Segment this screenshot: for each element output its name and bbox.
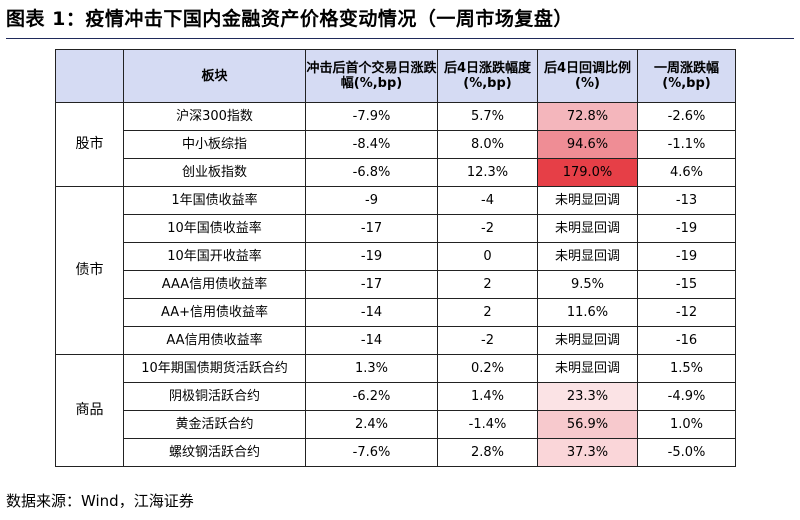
cell-week: -5.0% xyxy=(637,438,736,467)
group-label: 债市 xyxy=(55,186,124,355)
header-week: 一周涨跌幅(%,bp) xyxy=(637,49,736,103)
cell-4day: -4 xyxy=(437,186,538,215)
group-label: 股市 xyxy=(55,102,124,187)
cell-4day: 2 xyxy=(437,298,538,327)
table-row: 股市 沪深300指数 -7.9% 5.7% 72.8% -2.6% xyxy=(55,102,736,187)
table-body: 股市 沪深300指数 -7.9% 5.7% 72.8% -2.6% 中小板综指 -8.4% 8.… xyxy=(55,102,736,467)
cell-recover: 未明显回调 xyxy=(537,214,638,243)
cell-first-day: -6.2% xyxy=(305,382,438,411)
cell-4day: -2 xyxy=(437,326,538,355)
cell-recover: 未明显回调 xyxy=(537,242,638,271)
cell-recover: 56.9% xyxy=(537,410,638,439)
cell-week: -13 xyxy=(637,186,736,215)
cell-4day: 12.3% xyxy=(437,158,538,187)
cell-week: -1.1% xyxy=(637,130,736,159)
cell-4day: 0.2% xyxy=(437,354,538,383)
cell-recover: 未明显回调 xyxy=(537,186,638,215)
table-row: 10年国债收益率 -17 -2 未明显回调 -19 xyxy=(56,214,736,243)
cell-week: -15 xyxy=(637,270,736,299)
cell-week: -19 xyxy=(637,214,736,243)
cell-item: 10年国债收益率 xyxy=(123,214,306,243)
cell-week: -19 xyxy=(637,242,736,271)
table-row: 商品 10年期国债期货活跃合约 1.3% 0.2% 未明显回调 1.5% xyxy=(55,354,736,467)
cell-week: -2.6% xyxy=(637,102,736,131)
cell-item: AA信用债收益率 xyxy=(123,326,306,355)
header-empty xyxy=(55,49,124,103)
cell-week: 1.0% xyxy=(637,410,736,439)
cell-week: 1.5% xyxy=(637,354,736,383)
cell-first-day: -14 xyxy=(305,326,438,355)
cell-4day: 1.4% xyxy=(437,382,538,411)
cell-item: 创业板指数 xyxy=(123,158,306,187)
title-divider xyxy=(6,38,794,39)
cell-first-day: -6.8% xyxy=(305,158,438,187)
cell-item: 10年期国债期货活跃合约 xyxy=(123,354,306,383)
table-row: AAA信用债收益率 -17 2 9.5% -15 xyxy=(56,270,736,299)
cell-item: AA+信用债收益率 xyxy=(123,298,306,327)
cell-4day: 5.7% xyxy=(437,102,538,131)
table-row: 债市 1年国债收益率 -9 -4 未明显回调 -13 xyxy=(55,186,736,355)
cell-first-day: -17 xyxy=(305,214,438,243)
asset-price-table: 板块 冲击后首个交易日涨跌幅(%,bp) 后4日涨跌幅度(%,bp) 后4日回调… xyxy=(55,49,736,467)
table-row: 螺纹钢活跃合约 -7.6% 2.8% 37.3% -5.0% xyxy=(56,438,736,467)
header-first-day: 冲击后首个交易日涨跌幅(%,bp) xyxy=(305,49,438,103)
header-4day: 后4日涨跌幅度(%,bp) xyxy=(437,49,538,103)
page-title: 图表 1：疫情冲击下国内金融资产价格变动情况（一周市场复盘） xyxy=(6,8,573,30)
cell-recover: 未明显回调 xyxy=(537,354,638,383)
cell-recover: 179.0% xyxy=(537,158,638,187)
cell-recover: 9.5% xyxy=(537,270,638,299)
table-row: 10年国开收益率 -19 0 未明显回调 -19 xyxy=(56,242,736,271)
cell-recover: 23.3% xyxy=(537,382,638,411)
source-note: 数据来源：Wind，江海证券 xyxy=(6,492,194,510)
table-row: 黄金活跃合约 2.4% -1.4% 56.9% 1.0% xyxy=(56,410,736,439)
cell-item: 黄金活跃合约 xyxy=(123,410,306,439)
cell-first-day: -7.9% xyxy=(305,102,438,131)
cell-recover: 37.3% xyxy=(537,438,638,467)
table-row: 阴极铜活跃合约 -6.2% 1.4% 23.3% -4.9% xyxy=(56,382,736,411)
cell-item: 沪深300指数 xyxy=(123,102,306,131)
cell-4day: 2 xyxy=(437,270,538,299)
cell-first-day: 2.4% xyxy=(305,410,438,439)
cell-4day: -1.4% xyxy=(437,410,538,439)
cell-item: 螺纹钢活跃合约 xyxy=(123,438,306,467)
cell-recover: 72.8% xyxy=(537,102,638,131)
cell-4day: -2 xyxy=(437,214,538,243)
cell-item: 10年国开收益率 xyxy=(123,242,306,271)
cell-first-day: -7.6% xyxy=(305,438,438,467)
cell-recover: 94.6% xyxy=(537,130,638,159)
cell-4day: 8.0% xyxy=(437,130,538,159)
table-row: AA+信用债收益率 -14 2 11.6% -12 xyxy=(56,298,736,327)
cell-item: 阴极铜活跃合约 xyxy=(123,382,306,411)
cell-4day: 0 xyxy=(437,242,538,271)
cell-first-day: -9 xyxy=(305,186,438,215)
table-row: 中小板综指 -8.4% 8.0% 94.6% -1.1% xyxy=(56,130,736,159)
cell-week: -4.9% xyxy=(637,382,736,411)
cell-item: 中小板综指 xyxy=(123,130,306,159)
cell-item: 1年国债收益率 xyxy=(123,186,306,215)
cell-week: -16 xyxy=(637,326,736,355)
cell-first-day: -19 xyxy=(305,242,438,271)
cell-first-day: -14 xyxy=(305,298,438,327)
cell-item: AAA信用债收益率 xyxy=(123,270,306,299)
cell-first-day: -17 xyxy=(305,270,438,299)
table-row: AA信用债收益率 -14 -2 未明显回调 -16 xyxy=(56,326,736,355)
cell-first-day: -8.4% xyxy=(305,130,438,159)
header-block: 板块 xyxy=(123,49,306,103)
cell-recover: 11.6% xyxy=(537,298,638,327)
header-recover: 后4日回调比例(%) xyxy=(537,49,638,103)
cell-week: 4.6% xyxy=(637,158,736,187)
cell-week: -12 xyxy=(637,298,736,327)
table-row: 创业板指数 -6.8% 12.3% 179.0% 4.6% xyxy=(56,158,736,187)
cell-first-day: 1.3% xyxy=(305,354,438,383)
cell-recover: 未明显回调 xyxy=(537,326,638,355)
cell-4day: 2.8% xyxy=(437,438,538,467)
group-label: 商品 xyxy=(55,354,124,467)
table-header-row: 板块 冲击后首个交易日涨跌幅(%,bp) 后4日涨跌幅度(%,bp) 后4日回调… xyxy=(55,49,736,103)
